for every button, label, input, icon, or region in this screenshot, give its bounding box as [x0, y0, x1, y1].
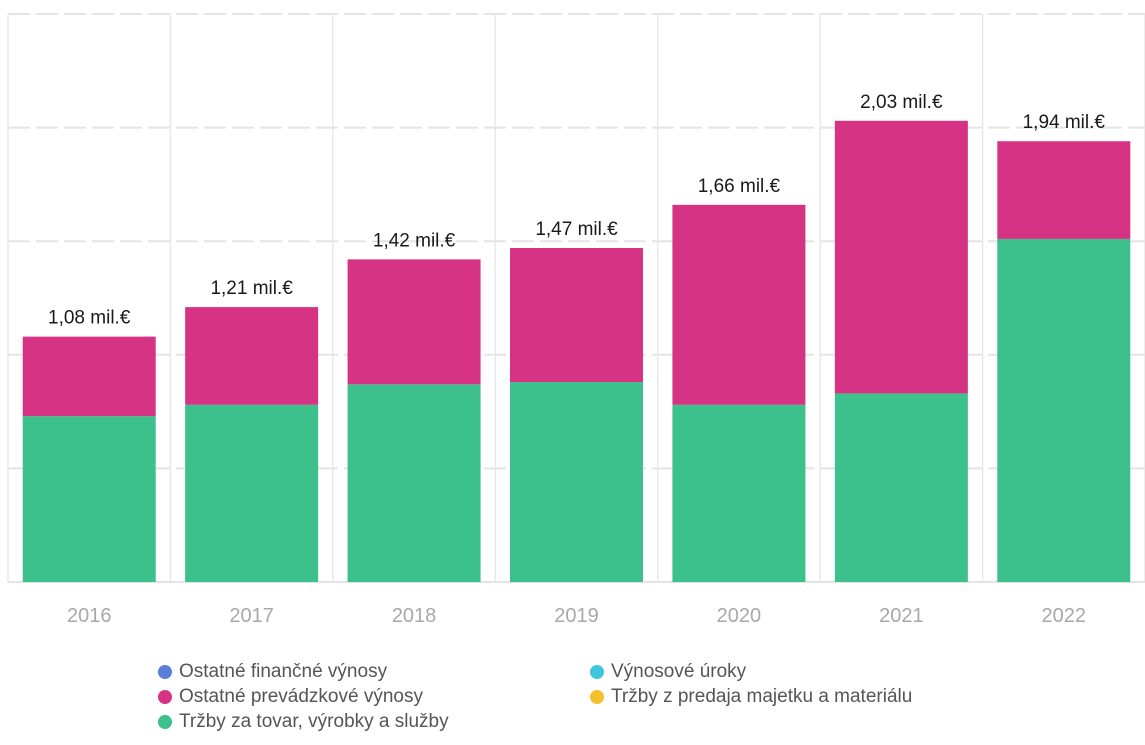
- bar-segment[interactable]: [997, 141, 1131, 239]
- bar-segment[interactable]: [510, 382, 643, 582]
- bar-segment[interactable]: [510, 248, 643, 383]
- legend-dot-icon: [158, 665, 172, 679]
- legend-label: Tržby za tovar, výrobky a služby: [179, 711, 449, 732]
- bar-segment[interactable]: [672, 204, 806, 405]
- legend-dot-icon: [590, 690, 604, 704]
- x-tick-label: 2019: [554, 605, 599, 627]
- legend-label: Ostatné finančné výnosy: [179, 661, 388, 682]
- bar-total-label: 1,47 mil.€: [535, 219, 618, 240]
- x-tick-label: 2020: [717, 605, 762, 627]
- legend-item[interactable]: Tržby z predaja majetku a materiálu: [590, 685, 1010, 709]
- bar-total-label: 1,66 mil.€: [698, 176, 781, 197]
- chart-total-labels: 1,08 mil.€ 1,21 mil.€ 1,42 mil.€ 1,47 mil.€…: [48, 92, 1105, 329]
- bar-segment[interactable]: [347, 384, 481, 582]
- bar-segment[interactable]: [672, 404, 806, 582]
- x-tick-label: 2021: [879, 605, 924, 627]
- bar-total-label: 1,94 mil.€: [1023, 112, 1106, 133]
- legend-dot-icon: [158, 715, 172, 729]
- legend-item[interactable]: Ostatné finančné výnosy: [158, 660, 590, 684]
- x-tick-label: 2016: [67, 605, 112, 627]
- bar-segment[interactable]: [347, 259, 481, 385]
- bar-segment[interactable]: [22, 416, 156, 582]
- bar-segment[interactable]: [834, 393, 968, 582]
- legend-item[interactable]: Výnosové úroky: [590, 660, 1010, 684]
- chart-bars: [22, 120, 1131, 583]
- bar-total-label: 1,21 mil.€: [210, 278, 293, 299]
- bar-segment[interactable]: [185, 307, 319, 405]
- x-tick-label: 2018: [392, 605, 437, 627]
- chart-legend: Ostatné finančné výnosy Výnosové úroky O…: [158, 660, 1010, 734]
- legend-dot-icon: [158, 690, 172, 704]
- legend-item[interactable]: Tržby za tovar, výrobky a služby: [158, 710, 590, 734]
- legend-item[interactable]: Ostatné prevádzkové výnosy: [158, 685, 590, 709]
- legend-label: Ostatné prevádzkové výnosy: [179, 686, 423, 707]
- bar-total-label: 2,03 mil.€: [860, 92, 943, 113]
- x-tick-label: 2017: [229, 605, 274, 627]
- bar-total-label: 1,08 mil.€: [48, 308, 131, 329]
- bar-segment[interactable]: [834, 120, 968, 394]
- bar-segment[interactable]: [22, 336, 156, 417]
- legend-dot-icon: [590, 665, 604, 679]
- stacked-bar-chart: 1,08 mil.€ 1,21 mil.€ 1,42 mil.€ 1,47 mil.€…: [7, 13, 1145, 627]
- chart-x-tick-labels: 2016 2017 2018 2019 2020 2021 2022: [67, 605, 1086, 627]
- bar-total-label: 1,42 mil.€: [373, 230, 456, 251]
- bar-segment[interactable]: [185, 404, 319, 582]
- legend-label: Tržby z predaja majetku a materiálu: [611, 686, 913, 707]
- x-tick-label: 2022: [1042, 605, 1087, 627]
- legend-label: Výnosové úroky: [611, 661, 747, 682]
- bar-segment[interactable]: [997, 238, 1131, 583]
